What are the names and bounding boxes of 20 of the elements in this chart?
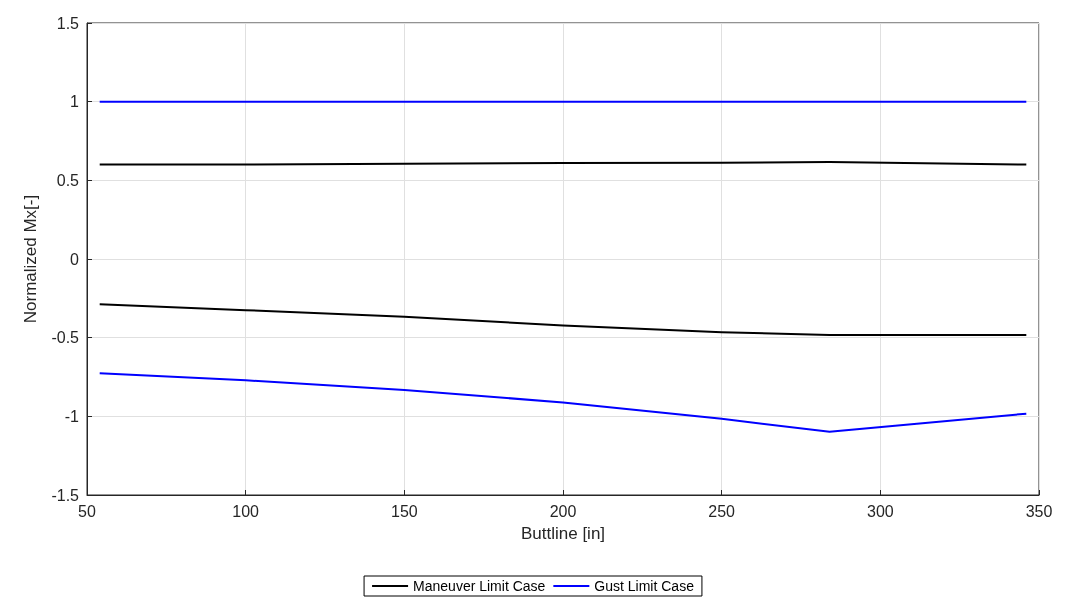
legend-label: Maneuver Limit Case <box>413 578 546 594</box>
x-tick-label: 350 <box>1025 502 1053 520</box>
y-tick-label: -1.5 <box>51 486 80 504</box>
y-tick-label: -1 <box>64 407 80 425</box>
y-axis-title: Normalized Mx[-] <box>21 194 40 324</box>
line-series <box>98 303 1028 336</box>
y-tick-label: 1 <box>70 93 80 111</box>
x-tick-label: 150 <box>390 502 418 520</box>
y-tick-label: -0.5 <box>51 329 80 347</box>
y-tick-label: 0 <box>70 250 80 268</box>
x-axis-title: Buttline [in] <box>520 524 606 543</box>
y-tick-label: 1.5 <box>56 14 80 32</box>
x-tick-label: 200 <box>549 502 577 520</box>
x-tick-label: 300 <box>866 502 894 520</box>
line-series <box>98 372 1028 433</box>
x-tick-label: 100 <box>232 502 260 520</box>
legend-label: Gust Limit Case <box>594 578 695 594</box>
x-tick-label: 250 <box>708 502 736 520</box>
x-tick-label: 50 <box>78 502 96 520</box>
y-tick-label: 0.5 <box>56 171 80 189</box>
